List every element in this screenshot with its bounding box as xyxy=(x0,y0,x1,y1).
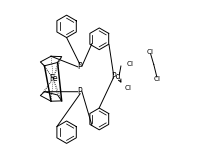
Text: Cl: Cl xyxy=(124,85,131,91)
Text: Cl: Cl xyxy=(147,49,154,55)
Text: Fe: Fe xyxy=(49,74,58,83)
Text: Cl: Cl xyxy=(154,76,161,81)
Text: P: P xyxy=(77,87,82,96)
Text: Pd: Pd xyxy=(112,72,121,81)
Text: P: P xyxy=(77,62,82,71)
Text: Cl: Cl xyxy=(126,61,133,67)
